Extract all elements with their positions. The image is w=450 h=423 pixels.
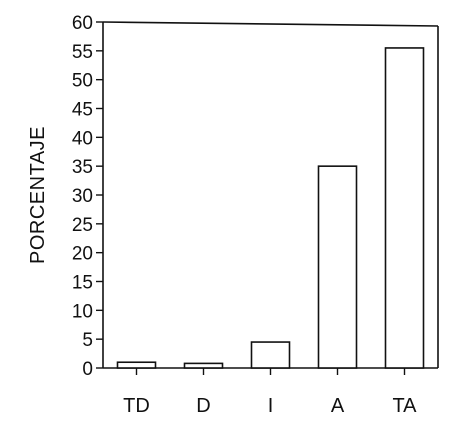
x-tick-label: D xyxy=(196,395,210,417)
y-tick-label: 40 xyxy=(72,128,93,149)
bars xyxy=(116,47,425,369)
y-tick-label: 0 xyxy=(82,359,93,380)
x-tick-label: A xyxy=(331,395,345,417)
y-tick-label: 15 xyxy=(72,273,93,294)
x-tick-label: I xyxy=(268,395,274,417)
y-tick-label: 30 xyxy=(72,186,93,207)
bar-i xyxy=(250,341,291,369)
y-tick-label: 25 xyxy=(72,215,93,236)
x-axis: TD D I A TA xyxy=(103,367,438,417)
x-tick-label: TA xyxy=(392,395,417,417)
y-tick-label: 20 xyxy=(72,244,93,265)
y-tick-label: 55 xyxy=(72,42,93,63)
y-tick-label: 35 xyxy=(72,157,93,178)
x-tick-label: TD xyxy=(123,395,150,417)
top-frame-line xyxy=(102,21,439,27)
bar-ta xyxy=(384,47,425,369)
bar-d xyxy=(183,362,224,369)
y-tick-label: 10 xyxy=(72,301,93,322)
bar-td xyxy=(116,361,157,369)
y-tick-label: 5 xyxy=(82,330,93,351)
y-tick-label: 50 xyxy=(72,71,93,92)
bar-a xyxy=(317,165,358,369)
y-tick-label: 60 xyxy=(72,13,93,34)
y-tick-label: 45 xyxy=(72,100,93,121)
y-axis-title: PORCENTAJE xyxy=(27,126,49,264)
y-axis: 0 5 10 15 20 25 30 35 40 45 50 55 60 xyxy=(72,13,439,380)
